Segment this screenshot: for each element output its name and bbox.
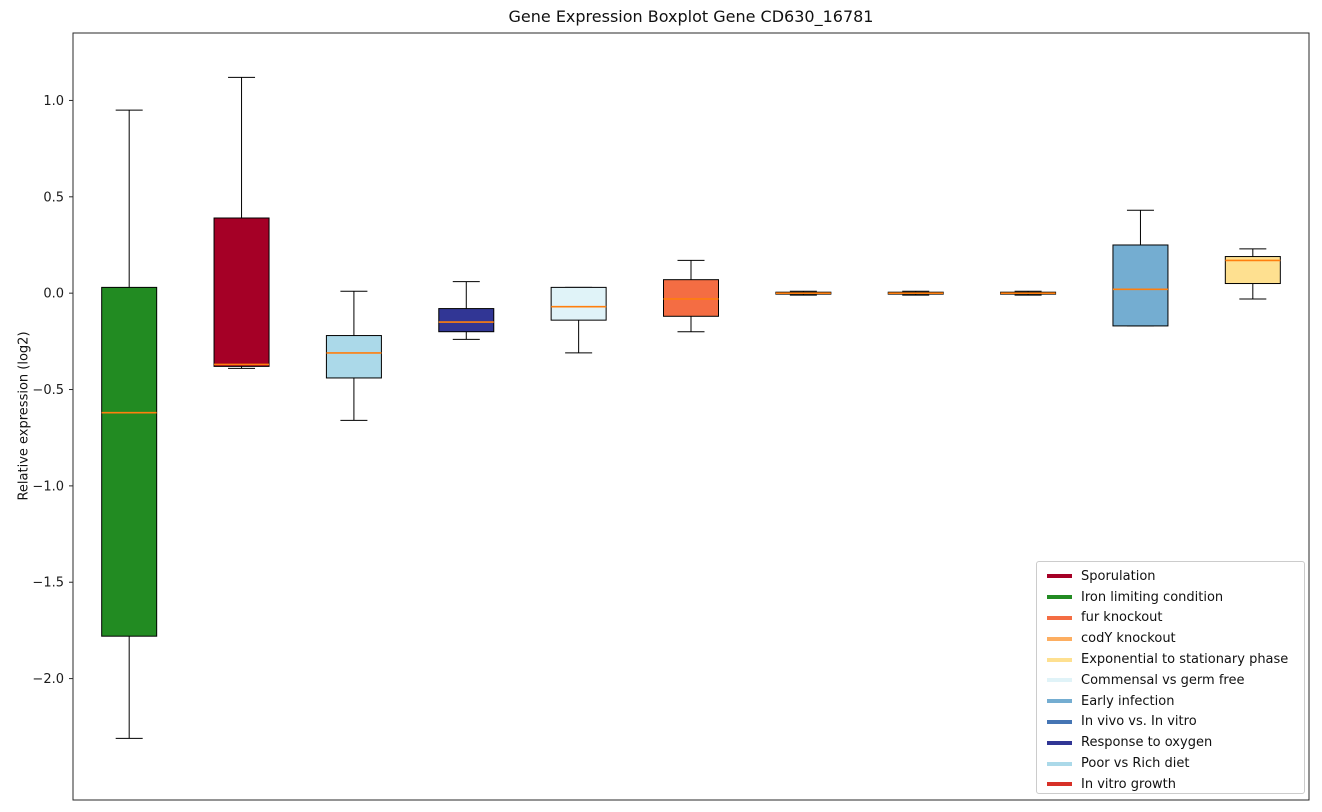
legend-swatch [1047, 719, 1072, 724]
legend-item: Exponential to stationary phase [1047, 649, 1304, 670]
box-fur-knockout [663, 259, 719, 333]
legend: Sporulation Iron limiting condition fur kn… [1036, 561, 1305, 794]
legend-item: Early infection [1047, 691, 1304, 712]
legend-swatch [1047, 782, 1072, 787]
legend-swatch [1047, 740, 1072, 745]
y-tick-label: 0.0 [43, 287, 64, 302]
box-in-vivo-vs-in-vitro [775, 290, 832, 296]
y-tick-label: 1.0 [43, 94, 64, 109]
iqr-box [101, 286, 158, 637]
legend-label: fur knockout [1081, 610, 1163, 626]
plot-frame [72, 32, 1310, 801]
chart-title: Gene Expression Boxplot Gene CD630_16781 [508, 7, 874, 26]
y-tick-label: −1.5 [32, 576, 64, 591]
legend-label: Commensal vs germ free [1081, 672, 1245, 688]
iqr-box [438, 308, 495, 333]
legend-item: Response to oxygen [1047, 732, 1304, 753]
legend-item: In vitro growth [1047, 774, 1304, 795]
legend-swatch [1047, 678, 1072, 683]
y-tick-label: −1.0 [32, 479, 64, 494]
box-exponential-to-stationary-phase [1224, 248, 1281, 300]
legend-swatch [1047, 761, 1072, 766]
box-in-vitro-growth [1000, 290, 1057, 296]
legend-item: Iron limiting condition [1047, 587, 1304, 608]
legend-item: codY knockout [1047, 628, 1304, 649]
legend-label: In vitro growth [1081, 776, 1176, 792]
legend-label: Exponential to stationary phase [1081, 652, 1289, 668]
legend-label: Response to oxygen [1081, 735, 1213, 751]
y-tick-label: −0.5 [32, 383, 64, 398]
legend-label: Iron limiting condition [1081, 589, 1224, 605]
legend-item: Sporulation [1047, 566, 1304, 587]
box-poor-vs-rich-diet [325, 290, 382, 421]
legend-swatch [1047, 595, 1072, 600]
legend-item: fur knockout [1047, 608, 1304, 629]
legend-swatch [1047, 574, 1072, 579]
legend-label: Poor vs Rich diet [1081, 756, 1190, 772]
legend-swatch [1047, 636, 1072, 641]
legend-item: Poor vs Rich diet [1047, 753, 1304, 774]
legend-label: In vivo vs. In vitro [1081, 714, 1197, 730]
iqr-box [325, 335, 382, 379]
legend-label: Sporulation [1081, 568, 1156, 584]
box-iron-limiting-condition [101, 109, 158, 739]
iqr-box [663, 279, 719, 317]
legend-item: In vivo vs. In vitro [1047, 712, 1304, 733]
legend-swatch [1047, 657, 1072, 662]
iqr-box [550, 286, 607, 321]
y-tick-label: −2.0 [32, 672, 64, 687]
legend-item: Commensal vs germ free [1047, 670, 1304, 691]
box-cody-knockout [887, 290, 944, 296]
iqr-box [213, 217, 270, 367]
y-tick-label: 0.5 [43, 190, 64, 205]
box-response-to-oxygen [438, 281, 495, 340]
legend-swatch [1047, 615, 1072, 620]
legend-label: codY knockout [1081, 631, 1176, 647]
box-early-infection [1112, 209, 1169, 327]
box-sporulation [213, 76, 270, 369]
legend-label: Early infection [1081, 693, 1175, 709]
box-commensal-vs-germ-free [550, 286, 607, 354]
legend-swatch [1047, 699, 1072, 704]
iqr-box [1112, 244, 1169, 327]
